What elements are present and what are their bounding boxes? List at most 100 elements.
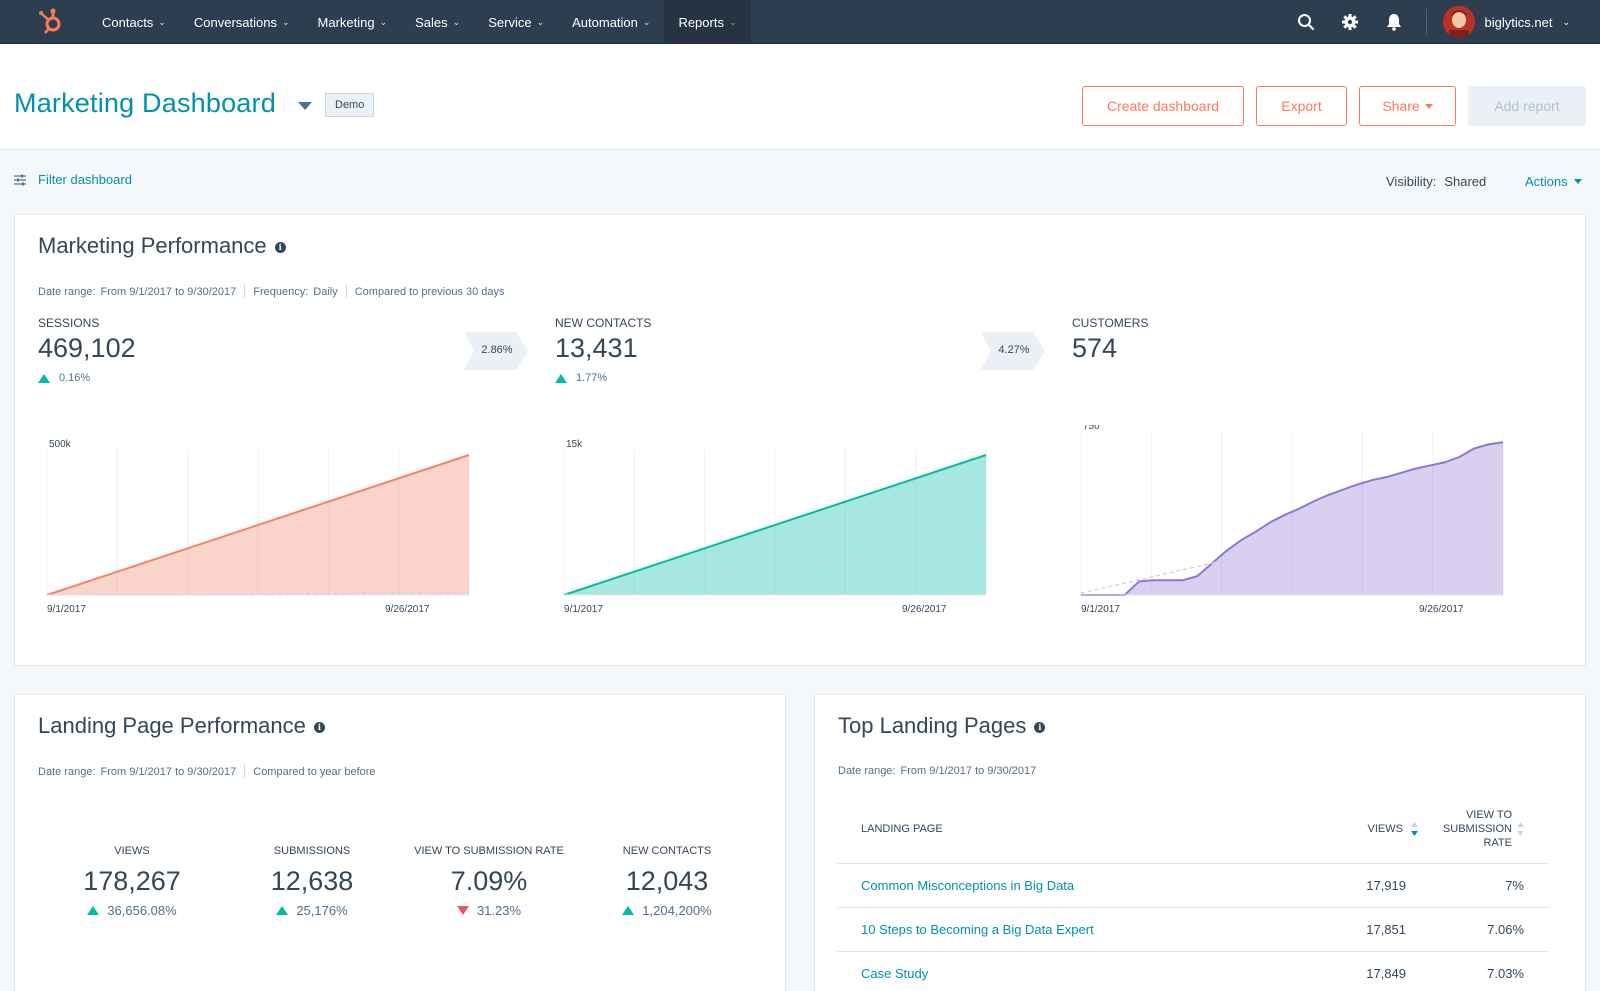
sessions-area-chart: 500k 9/1/2017 9/26/2017 — [46, 439, 470, 615]
report-meta: Date range: From 9/1/2017 to 9/30/2017 — [838, 765, 1036, 777]
table-row: 10 Steps to Becoming a Big Data Expert 1… — [837, 907, 1548, 952]
rate-cell: 7% — [1418, 863, 1548, 908]
kpi-label: NEW CONTACTS — [622, 845, 712, 857]
actions-dropdown[interactable]: Actions — [1525, 174, 1582, 189]
landing-page-link[interactable]: Common Misconceptions in Big Data — [861, 877, 1075, 893]
chevron-arrow-icon — [981, 332, 1045, 370]
kpi-value: 469,102 — [38, 333, 136, 363]
card-title-text: Landing Page Performance — [38, 713, 306, 738]
chevron-down-icon: ⌄ — [452, 16, 461, 27]
kpi-change: 1,204,200% — [577, 903, 757, 918]
sort-descending-icon — [1411, 821, 1418, 836]
bell-icon[interactable] — [1372, 0, 1416, 44]
avatar — [1442, 6, 1475, 38]
x-axis-tick-label: 9/26/2017 — [385, 604, 430, 615]
column-header-landing-page[interactable]: LANDING PAGE — [837, 795, 1268, 864]
kpi-change: 25,176% — [222, 903, 402, 918]
nav-service[interactable]: Service ⌄ — [474, 0, 558, 44]
nav-reports[interactable]: Reports ⌄ — [664, 0, 751, 44]
nav-divider — [1425, 9, 1427, 35]
frequency: Daily — [313, 285, 338, 298]
account-name: biglytics.net — [1484, 14, 1553, 30]
up-arrow-icon — [87, 906, 100, 915]
create-dashboard-button[interactable]: Create dashboard — [1082, 86, 1244, 126]
nav-conversations[interactable]: Conversations ⌄ — [180, 0, 304, 44]
kpi-value: 7.09% — [450, 866, 528, 896]
up-arrow-icon — [276, 906, 289, 915]
chevron-arrow-icon — [464, 332, 528, 370]
lp-kpi-submissions: SUBMISSIONS 12,638 25,176% — [222, 845, 402, 918]
visibility-status: Visibility: Shared — [1386, 174, 1486, 189]
page-title: Marketing Dashboard — [14, 88, 276, 118]
actions-label: Actions — [1525, 174, 1568, 189]
date-range: From 9/1/2017 to 9/30/2017 — [900, 765, 1037, 777]
kpi-change: 1.77% — [555, 372, 607, 384]
share-button[interactable]: Share — [1359, 86, 1456, 126]
meta-label: Date range: — [38, 285, 96, 298]
caret-down-icon — [1573, 179, 1582, 184]
y-axis-tick-label: 500k — [49, 439, 72, 450]
account-menu[interactable]: biglytics.net ⌄ — [1442, 6, 1570, 38]
customers-chart: 750 9/1/2017 9/26/2017 — [1069, 421, 1529, 630]
customers-area-chart: 750 9/1/2017 9/26/2017 — [1080, 421, 1504, 615]
card-title: Landing Page Performance i — [38, 713, 325, 739]
hubspot-logo-icon[interactable] — [36, 6, 66, 36]
series-line — [46, 454, 470, 596]
column-header-views[interactable]: VIEWS — [1268, 795, 1418, 864]
dashboard-switcher-caret-icon[interactable] — [298, 102, 312, 110]
series-line — [1081, 441, 1504, 596]
report-meta: Date range: From 9/1/2017 to 9/30/2017 F… — [38, 285, 505, 298]
landing-page-link[interactable]: Case Study — [861, 965, 929, 981]
kpi-label: VIEW TO SUBMISSION RATE — [414, 845, 564, 857]
marketing-performance-card: Marketing Performance i Date range: From … — [14, 214, 1586, 666]
info-icon[interactable]: i — [1034, 722, 1046, 733]
nav-label: Conversations — [193, 14, 277, 30]
nav-automation[interactable]: Automation ⌄ — [558, 0, 664, 44]
meta-separator — [244, 285, 246, 298]
kpi-change-value: 1,204,200% — [642, 903, 712, 918]
kpi-value: 12,638 — [270, 866, 354, 896]
info-icon[interactable]: i — [274, 242, 286, 253]
x-axis-tick-label: 9/26/2017 — [902, 604, 947, 615]
kpi-change-value: 0.16% — [59, 372, 91, 384]
conversion-rate-arrow: 2.86% — [464, 332, 528, 370]
filter-label: Filter dashboard — [38, 172, 132, 187]
export-button[interactable]: Export — [1256, 86, 1347, 126]
kpi-label: CUSTOMERS — [1072, 316, 1149, 330]
card-title: Top Landing Pages i — [838, 713, 1046, 739]
nav-label: Contacts — [102, 14, 154, 30]
landing-page-performance-card: Landing Page Performance i Date range: Fr… — [14, 694, 786, 991]
kpi-label: SUBMISSIONS — [273, 845, 351, 857]
gear-icon[interactable] — [1328, 0, 1372, 44]
sessions-chart: 500k 9/1/2017 9/26/2017 — [35, 425, 495, 630]
filter-dashboard-link[interactable]: Filter dashboard — [14, 172, 132, 187]
kpi-label: SESSIONS — [38, 316, 100, 330]
table-header-row: LANDING PAGE VIEWS VIEW TO SUBMISSION RA… — [837, 795, 1548, 864]
up-arrow-icon — [38, 373, 50, 383]
visibility-value: Shared — [1444, 174, 1487, 189]
column-header-label: SUBMISSION — [1442, 822, 1512, 835]
conversion-rate: 4.27% — [998, 344, 1030, 356]
kpi-change-value: 25,176% — [296, 903, 348, 918]
nav-sales[interactable]: Sales ⌄ — [401, 0, 474, 44]
add-report-button[interactable]: Add report — [1468, 86, 1586, 126]
search-icon[interactable] — [1284, 0, 1328, 44]
new-contacts-chart: 15k 9/1/2017 9/26/2017 — [552, 425, 1012, 630]
dashboard-header: Marketing Dashboard Demo Create dashboar… — [0, 44, 1600, 150]
lp-kpi-views: VIEWS 178,267 36,656.08% — [42, 845, 222, 918]
nav-contacts[interactable]: Contacts ⌄ — [88, 0, 180, 44]
nav-marketing[interactable]: Marketing ⌄ — [304, 0, 402, 44]
x-axis-tick-label: 9/26/2017 — [1419, 604, 1464, 615]
down-arrow-icon — [456, 906, 469, 915]
new-contacts-area-chart: 15k 9/1/2017 9/26/2017 — [563, 439, 987, 615]
info-icon[interactable]: i — [313, 722, 325, 733]
landing-page-link[interactable]: 10 Steps to Becoming a Big Data Expert — [861, 921, 1094, 937]
column-header-view-to-submission-rate[interactable]: VIEW TO SUBMISSION RATE — [1418, 795, 1548, 864]
filter-sliders-icon — [14, 174, 26, 185]
column-header-label: RATE — [1483, 836, 1512, 849]
kpi-change: 31.23% — [399, 903, 579, 918]
nav-label: Sales — [415, 14, 448, 30]
kpi-change: 0.16% — [38, 372, 90, 384]
top-landing-pages-card: Top Landing Pages i Date range: From 9/1/… — [814, 694, 1586, 991]
views-cell: 17,849 — [1268, 951, 1418, 991]
